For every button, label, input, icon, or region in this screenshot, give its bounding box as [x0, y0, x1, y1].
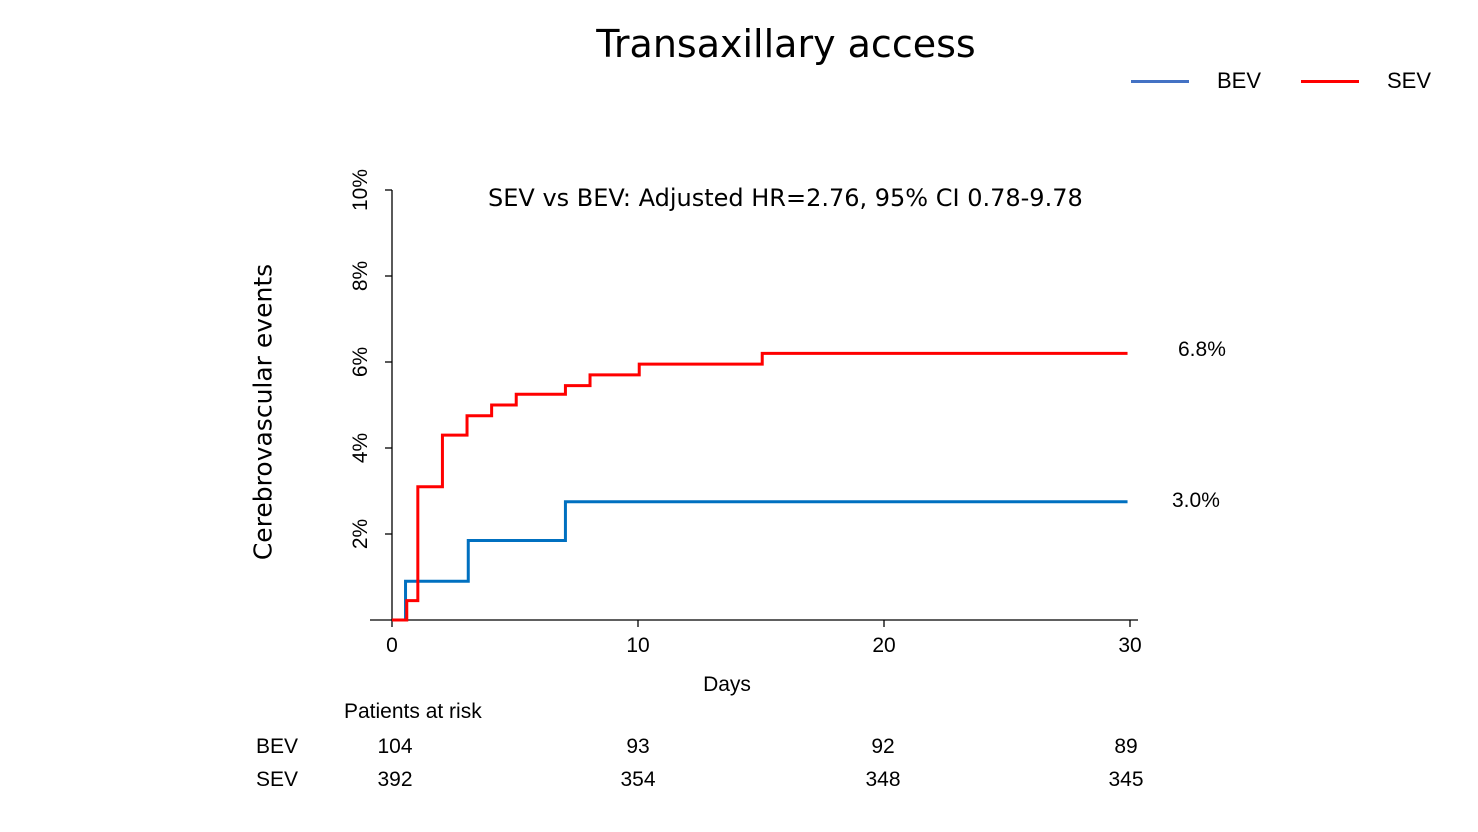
risk-cell-sev-10: 354: [620, 768, 656, 791]
x-tick-label-0: 0: [386, 634, 398, 657]
risk-cell-sev-30: 345: [1108, 768, 1144, 791]
x-tick-label-10: 10: [626, 634, 649, 657]
series-line-sev: [392, 351, 1128, 622]
series-line-bev: [392, 500, 1128, 622]
x-tick-label-20: 20: [872, 634, 895, 657]
ticks: 0 10 20 30 2% 4% 6% 8% 10%: [349, 169, 1142, 657]
risk-cell-bev-20: 92: [871, 735, 895, 758]
legend-line-bev: [1131, 79, 1189, 83]
curves: [392, 351, 1128, 622]
legend-item-bev: BEV: [1131, 66, 1261, 96]
risk-table-title: Patients at risk: [344, 700, 482, 723]
axes: [370, 190, 1138, 621]
risk-cell-sev-20: 348: [865, 768, 901, 791]
y-tick-label-4: 4%: [349, 433, 372, 463]
y-tick-label-2: 2%: [349, 519, 372, 549]
x-tick-label-30: 30: [1118, 634, 1141, 657]
legend-item-sev: SEV: [1301, 66, 1431, 96]
y-tick-label-10: 10%: [349, 169, 372, 211]
y-tick-label-6: 6%: [349, 347, 372, 377]
legend-label-sev: SEV: [1387, 68, 1432, 93]
risk-cell-bev-0: 104: [377, 735, 413, 758]
chart-title: Transaxillary access: [596, 22, 976, 66]
hazard-ratio-annotation: SEV vs BEV: Adjusted HR=2.76, 95% CI 0.7…: [488, 184, 1083, 212]
risk-row-label-sev: SEV: [256, 768, 299, 791]
x-axis-label: Days: [703, 673, 751, 696]
bev-end-label: 3.0%: [1172, 489, 1220, 512]
risk-cell-bev-10: 93: [626, 735, 650, 758]
risk-row-label-bev: BEV: [256, 735, 299, 758]
risk-cell-sev-0: 392: [377, 768, 413, 791]
legend-line-sev: [1301, 79, 1359, 83]
risk-cell-bev-30: 89: [1114, 735, 1138, 758]
legend-label-bev: BEV: [1217, 68, 1262, 93]
sev-end-label: 6.8%: [1178, 338, 1226, 361]
y-tick-label-8: 8%: [349, 261, 372, 291]
